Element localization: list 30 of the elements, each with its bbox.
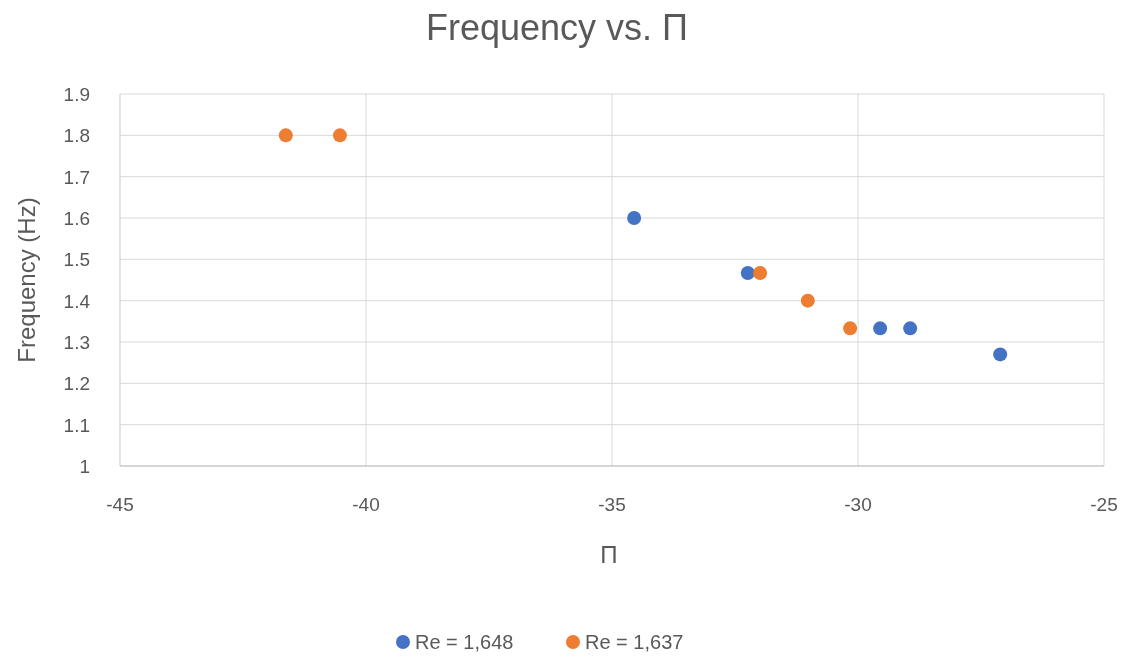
y-tick-label: 1.5 bbox=[63, 249, 90, 271]
y-tick-label: 1.3 bbox=[63, 332, 90, 353]
chart-title: Frequency vs. Π bbox=[425, 7, 689, 48]
point bbox=[332, 128, 347, 143]
x-axis-title: Π bbox=[600, 541, 618, 568]
y-tick-label: 1.1 bbox=[63, 414, 90, 436]
y-tick-label: 1.7 bbox=[63, 166, 90, 188]
y-tick-label: 1.9 bbox=[63, 84, 90, 105]
x-tick-label: -35 bbox=[598, 494, 626, 515]
x-tick-label: -45 bbox=[106, 494, 134, 515]
y-tick-label: 1.8 bbox=[63, 125, 90, 147]
y-axis-title: Frequency (Hz) bbox=[13, 197, 40, 363]
y-tick-label: 1 bbox=[79, 456, 90, 477]
y-tick-label: 1.4 bbox=[63, 290, 91, 312]
x-tick-label: -40 bbox=[352, 494, 380, 515]
x-tick-label: -30 bbox=[844, 494, 872, 515]
point bbox=[843, 321, 858, 336]
legend-label: Re = 1,637 bbox=[585, 631, 684, 653]
x-tick-label: -25 bbox=[1090, 494, 1118, 515]
legend-label: Re = 1,648 bbox=[415, 631, 514, 653]
point bbox=[753, 265, 768, 280]
point bbox=[627, 211, 642, 225]
y-tick-label: 1.2 bbox=[63, 373, 90, 395]
point bbox=[903, 321, 918, 336]
point bbox=[278, 128, 293, 143]
point bbox=[873, 321, 888, 336]
point bbox=[993, 347, 1008, 362]
y-tick-label: 1.6 bbox=[63, 208, 90, 229]
point bbox=[800, 293, 815, 308]
point bbox=[740, 265, 755, 280]
